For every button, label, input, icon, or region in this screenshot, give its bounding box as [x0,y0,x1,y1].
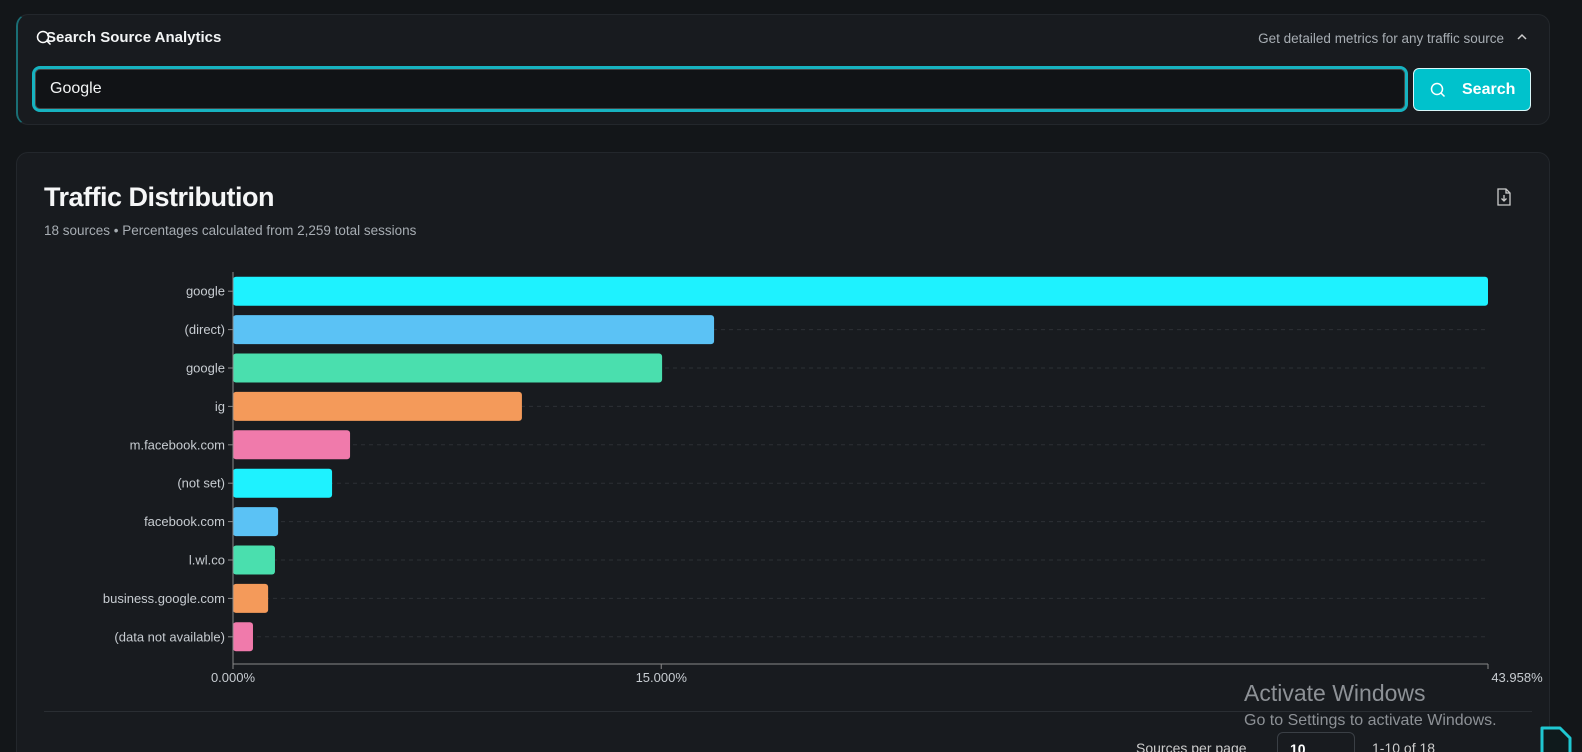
export-file-icon[interactable] [1496,188,1512,206]
search-hint: Get detailed metrics for any traffic sou… [1258,31,1504,46]
search-icon [1430,82,1446,97]
search-button-label: Search [1462,80,1516,98]
windows-watermark-title: Activate Windows [1244,680,1426,706]
page-range: 1-10 of 18 [1372,740,1436,752]
search-button[interactable]: Search [1413,68,1531,111]
search-icon [36,30,52,46]
file-icon[interactable] [1538,724,1578,752]
chart-card [16,152,1550,752]
search-panel-title: Search Source Analytics [46,29,222,46]
rows-per-page-label: Sources per page [1136,740,1247,752]
chart-subtitle: 18 sources • Percentages calculated from… [44,223,417,238]
windows-watermark-subtitle: Go to Settings to activate Windows. [1244,712,1497,729]
chevron-up-icon[interactable] [1515,30,1529,44]
search-input[interactable] [32,66,1408,112]
rows-per-page-select[interactable]: 10 [1277,732,1355,752]
chart-title: Traffic Distribution [44,182,275,212]
divider [44,711,1532,712]
